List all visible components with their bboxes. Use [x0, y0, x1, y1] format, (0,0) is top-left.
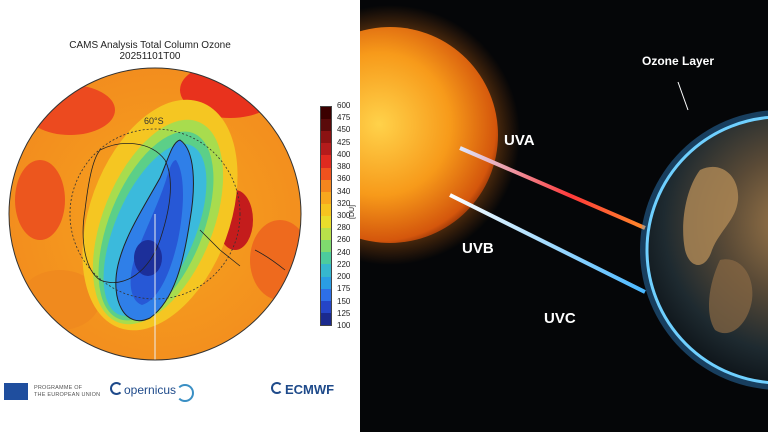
ecmwf-logo: ECMWF — [271, 382, 334, 397]
colorbar-segment — [321, 119, 331, 132]
colorbar-tick-label: 475 — [337, 113, 351, 123]
colorbar-segment — [321, 179, 331, 192]
colorbar-tick-label: 340 — [337, 186, 351, 196]
ozone-map-panel: CAMS Analysis Total Column Ozone 2025110… — [0, 0, 360, 432]
sun — [360, 27, 498, 243]
colorbar-tick-label: 240 — [337, 247, 351, 257]
colorbar-tick-label: 400 — [337, 149, 351, 159]
colorbar-segment — [321, 155, 331, 168]
ozone-layer-label: Ozone Layer — [642, 54, 715, 68]
uvb-label: UVB — [462, 240, 494, 257]
uva-label: UVA — [504, 132, 535, 149]
colorbar-segment — [321, 312, 331, 325]
eu-flag-icon — [4, 383, 28, 400]
map-date: 20251101T00 — [119, 51, 181, 62]
copernicus-logo: opernicus — [110, 382, 176, 397]
colorbar-tick-label: 380 — [337, 162, 351, 172]
colorbar-segment — [321, 300, 331, 313]
map-region — [250, 220, 301, 300]
uv-illustration — [360, 5, 768, 390]
ozone-map — [8, 67, 302, 361]
uvb-beam — [449, 193, 646, 294]
continent — [708, 259, 753, 334]
map-region — [25, 85, 115, 135]
colorbar-tick-label: 280 — [337, 223, 351, 233]
colorbar-segment — [321, 215, 331, 229]
south-america-coastline — [254, 249, 286, 271]
latitude-label: 60°S — [144, 116, 164, 126]
peninsula-coastline — [199, 229, 241, 267]
uvc-label: UVC — [544, 310, 576, 327]
antarctica-coastline — [82, 143, 171, 283]
colorbar-segment — [321, 276, 331, 289]
colorbar-segment — [321, 264, 331, 277]
uva-beam — [459, 146, 646, 230]
colorbar-tick-label: 200 — [337, 272, 351, 282]
colorbar-tick-label: 320 — [337, 198, 351, 208]
colorbar-tick-label: 125 — [337, 308, 351, 318]
colorbar-segment — [321, 203, 331, 216]
colorbar-tick-label: 220 — [337, 259, 351, 269]
continent — [683, 166, 739, 265]
colorbar-tick-label: 100 — [337, 321, 351, 330]
colorbar-segment — [321, 131, 331, 144]
colorbar-segment — [321, 252, 331, 265]
colorbar-tick-label: 260 — [337, 235, 351, 245]
colorbar-segment — [321, 167, 331, 180]
ozone-pointer-line — [677, 81, 689, 111]
logo-footer: PROGRAMME OF THE EUROPEAN UNION opernicu… — [0, 378, 360, 408]
colorbar-segment — [321, 288, 331, 301]
colorbar-segment — [321, 240, 331, 253]
colorbar-tick-label: 600 — [337, 101, 351, 110]
colorbar-tick-label: 175 — [337, 284, 351, 294]
colorbar — [320, 106, 332, 326]
colorbar-segment — [321, 107, 331, 120]
colorbar-unit: [DU] — [349, 205, 356, 219]
colorbar-tick-label: 425 — [337, 137, 351, 147]
colorbar-segment — [321, 143, 331, 156]
eu-programme-text: PROGRAMME OF THE EUROPEAN UNION — [34, 385, 101, 398]
cams-logo-icon — [176, 384, 194, 402]
colorbar-tick-label: 300 — [337, 211, 351, 220]
colorbar-segment — [321, 191, 331, 204]
map-border — [8, 67, 302, 361]
uv-illustration-panel: UVA UVB UVC Ozone Layer — [360, 0, 768, 432]
colorbar-tick-label: 450 — [337, 125, 351, 135]
colorbar-segment — [321, 228, 331, 241]
colorbar-tick-label: 360 — [337, 174, 351, 184]
map-region — [15, 160, 65, 240]
colorbar-tick-label: 150 — [337, 296, 351, 306]
map-title: CAMS Analysis Total Column Ozone — [69, 40, 231, 51]
